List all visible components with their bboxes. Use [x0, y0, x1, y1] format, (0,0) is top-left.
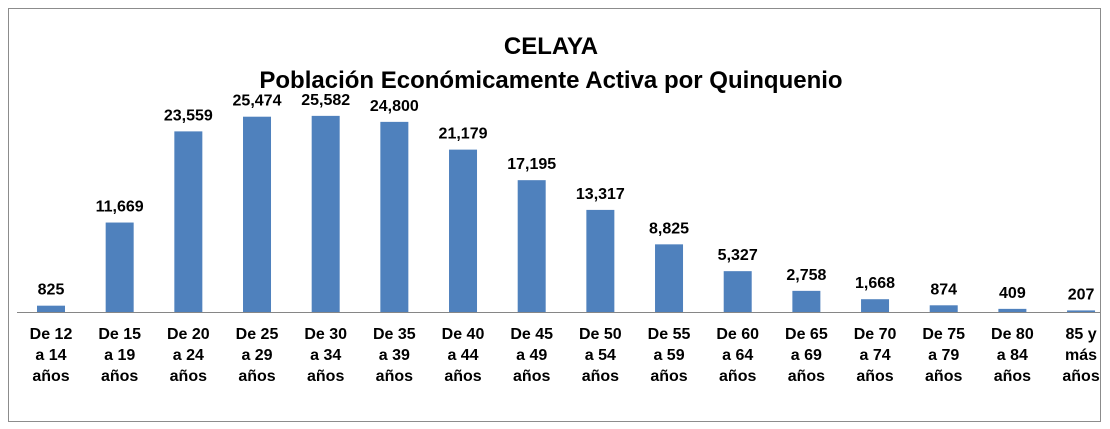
data-label: 24,800 — [370, 98, 419, 115]
x-tick-label-line: a 14 — [35, 347, 66, 364]
x-tick-label: 85 y más años — [1062, 326, 1099, 385]
data-label: 207 — [1068, 286, 1095, 303]
x-tick-label-line: De 80 — [991, 326, 1034, 343]
x-tick-label-line: años — [925, 368, 962, 385]
x-tick-label-line: a 64 — [722, 347, 753, 364]
bar — [586, 209, 615, 312]
x-tick-label-line: años — [650, 368, 687, 385]
bar — [1067, 310, 1096, 312]
x-tick-label-line: más — [1065, 347, 1097, 364]
x-tick-label-line: De 40 — [442, 326, 485, 343]
x-tick-label-line: De 30 — [304, 326, 347, 343]
x-tick-label-line: De 65 — [785, 326, 828, 343]
bar — [380, 121, 409, 312]
x-tick-label-line: años — [513, 368, 550, 385]
bar — [861, 299, 890, 312]
bar — [243, 116, 272, 312]
x-tick-label-line: años — [788, 368, 825, 385]
bar — [998, 308, 1027, 312]
x-tick-label: De 70 a 74 años — [854, 326, 897, 385]
x-tick-label: De 35 a 39 años — [373, 326, 416, 385]
x-tick-label-line: a 84 — [997, 347, 1028, 364]
x-tick-label: De 50 a 54 años — [579, 326, 622, 385]
x-tick-label-line: a 34 — [310, 347, 341, 364]
x-tick-label: De 30 a 34 años — [304, 326, 347, 385]
x-tick-label-line: años — [238, 368, 275, 385]
data-label: 25,474 — [233, 93, 282, 110]
x-tick-label-line: De 25 — [236, 326, 279, 343]
chart-title: CELAYA — [504, 33, 598, 60]
x-tick-label-line: a 49 — [516, 347, 547, 364]
x-tick-label-line: años — [101, 368, 138, 385]
x-tick-label-line: De 75 — [922, 326, 965, 343]
x-tick-label: De 45 a 49 años — [510, 326, 553, 385]
x-tick-label-line: años — [307, 368, 344, 385]
x-tick-label: De 60 a 64 años — [716, 326, 759, 385]
data-label: 23,559 — [164, 107, 213, 124]
bar — [174, 131, 203, 312]
x-tick-label-line: De 55 — [648, 326, 691, 343]
x-tick-label-line: años — [444, 368, 481, 385]
data-label: 874 — [930, 281, 957, 298]
bar — [449, 149, 478, 312]
x-tick-label-line: De 50 — [579, 326, 622, 343]
x-tick-label: De 80 a 84 años — [991, 326, 1034, 385]
x-tick-label-line: De 15 — [98, 326, 141, 343]
bar — [105, 222, 134, 312]
x-tick-label-line: a 39 — [379, 347, 410, 364]
x-tick-label-line: a 79 — [928, 347, 959, 364]
x-tick-label-line: a 29 — [241, 347, 272, 364]
x-tick-label-line: De 45 — [510, 326, 553, 343]
x-tick-label: De 20 a 24 años — [167, 326, 210, 385]
data-label: 409 — [999, 285, 1026, 302]
bar — [655, 244, 684, 312]
x-tick-label-line: a 59 — [653, 347, 684, 364]
x-tick-label-line: años — [994, 368, 1031, 385]
x-tick-label-line: a 74 — [859, 347, 890, 364]
x-tick-label-line: años — [376, 368, 413, 385]
x-tick-label-line: años — [170, 368, 207, 385]
data-label: 825 — [38, 282, 65, 299]
x-tick-label: De 25 a 29 años — [236, 326, 279, 385]
x-tick-label-line: años — [32, 368, 69, 385]
x-tick-label-line: a 44 — [447, 347, 478, 364]
x-tick-label-line: De 70 — [854, 326, 897, 343]
x-tick-label-line: a 24 — [173, 347, 204, 364]
data-label: 1,668 — [855, 275, 895, 292]
x-tick-label: De 40 a 44 años — [442, 326, 485, 385]
data-label: 5,327 — [718, 247, 758, 264]
x-tick-label-line: a 69 — [791, 347, 822, 364]
x-tick-label: De 12 a 14 años — [30, 326, 73, 385]
bar — [517, 180, 546, 312]
bar — [311, 115, 340, 312]
data-label: 11,669 — [96, 199, 144, 216]
data-label: 25,582 — [301, 92, 350, 109]
data-label: 13,317 — [576, 186, 625, 203]
x-tick-label: De 15 a 19 años — [98, 326, 141, 385]
x-tick-label-line: años — [582, 368, 619, 385]
x-tick-label-line: De 35 — [373, 326, 416, 343]
x-tick-label-line: a 54 — [585, 347, 616, 364]
x-tick-label-line: a 19 — [104, 347, 135, 364]
data-label: 21,179 — [439, 126, 488, 143]
bar — [929, 305, 958, 312]
x-tick-label: De 55 a 59 años — [648, 326, 691, 385]
bar — [792, 290, 821, 312]
bar — [723, 271, 752, 312]
data-label: 8,825 — [649, 220, 689, 237]
x-tick-label: De 75 a 79 años — [922, 326, 965, 385]
x-tick-label-line: años — [719, 368, 756, 385]
x-tick-label-line: De 20 — [167, 326, 210, 343]
data-label: 2,758 — [786, 267, 826, 284]
x-tick-label-line: 85 y — [1065, 326, 1096, 343]
x-tick-label-line: De 60 — [716, 326, 759, 343]
x-tick-label: De 65 a 69 años — [785, 326, 828, 385]
bar — [37, 305, 65, 312]
x-tick-label-line: años — [856, 368, 893, 385]
chart-subtitle: Población Económicamente Activa por Quin… — [259, 67, 842, 94]
data-label: 17,195 — [507, 156, 556, 173]
x-tick-label-line: años — [1062, 368, 1099, 385]
x-tick-label-line: De 12 — [30, 326, 73, 343]
